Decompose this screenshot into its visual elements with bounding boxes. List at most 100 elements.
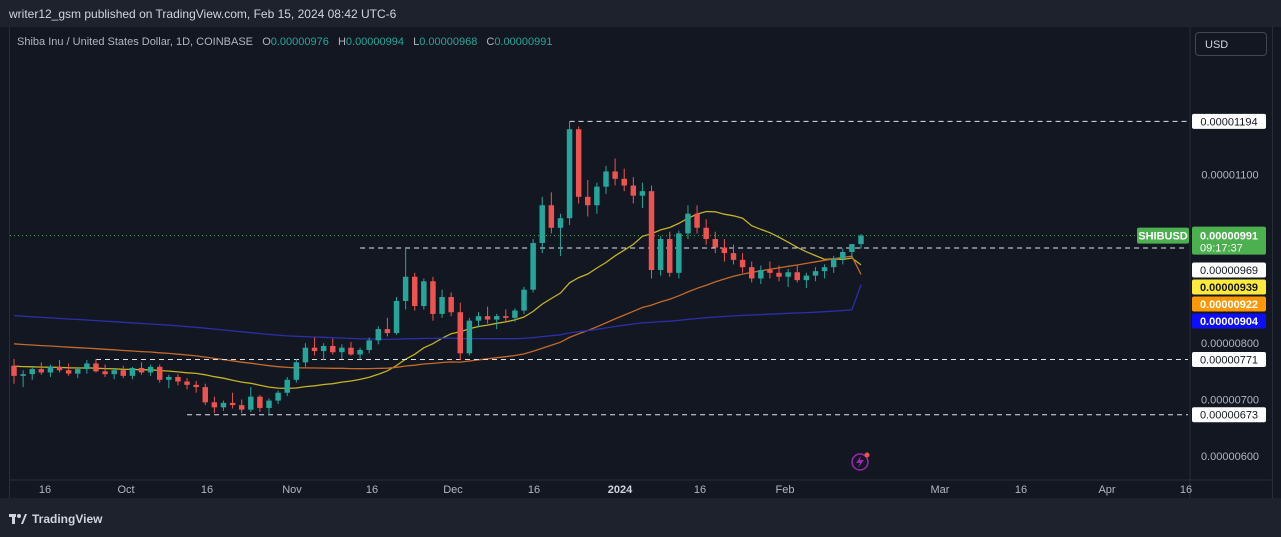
last-price-countdown: 09:17:37 bbox=[1200, 243, 1243, 255]
candle-body bbox=[65, 370, 72, 374]
level-price-tag: 0.00001194 bbox=[1192, 113, 1266, 129]
symbol-legend: Shiba Inu / United States Dollar, 1D, CO… bbox=[17, 36, 558, 48]
candle-body bbox=[357, 349, 363, 355]
indicator-price-tag-text: 0.00000939 bbox=[1200, 282, 1258, 294]
candle-body bbox=[566, 129, 573, 219]
candle-body bbox=[484, 316, 491, 320]
candle-body bbox=[421, 281, 427, 307]
high-label: H bbox=[337, 36, 346, 48]
x-tick-label: 16 bbox=[528, 484, 540, 496]
candle-body bbox=[175, 376, 181, 382]
candle-body bbox=[730, 253, 737, 260]
candle-body bbox=[612, 171, 618, 179]
candle-body bbox=[238, 405, 245, 410]
candle-body bbox=[266, 400, 272, 408]
indicator-price-tag-text: 0.00000922 bbox=[1200, 299, 1258, 311]
candle-body bbox=[803, 275, 810, 281]
y-tick-label: 0.00000800 bbox=[1201, 338, 1259, 350]
currency-button[interactable]: USD bbox=[1195, 32, 1267, 56]
candle-body bbox=[457, 312, 464, 354]
level-price-tag: 0.00000673 bbox=[1192, 407, 1266, 423]
candle-body bbox=[202, 387, 208, 403]
candle-body bbox=[466, 320, 473, 354]
candle-body bbox=[448, 297, 454, 313]
indicator-price-tag-text: 0.00000969 bbox=[1200, 265, 1258, 277]
candle-body bbox=[229, 402, 236, 406]
indicator-price-tag: 0.00000939 bbox=[1192, 279, 1266, 295]
candle-body bbox=[503, 316, 509, 318]
open-label: O bbox=[262, 36, 271, 48]
close-value: 0.00000991 bbox=[494, 36, 553, 48]
tradingview-logo[interactable]: TradingView bbox=[9, 512, 102, 526]
candle-body bbox=[785, 272, 791, 277]
lightning-icon-bolt bbox=[856, 456, 864, 468]
x-tick-label: 2024 bbox=[608, 484, 633, 496]
moving-average-line bbox=[13, 210, 862, 390]
x-tick-label: 16 bbox=[694, 484, 706, 496]
candle-body bbox=[211, 402, 218, 408]
chart-frame[interactable] bbox=[9, 27, 1273, 498]
y-tick-label: 0.00000600 bbox=[1201, 451, 1259, 463]
publish-info: writer12_gsm published on TradingView.co… bbox=[9, 7, 397, 21]
x-tick-label: Mar bbox=[931, 484, 950, 496]
candle-body bbox=[156, 366, 163, 380]
x-tick-label: 16 bbox=[1015, 484, 1027, 496]
candle-body bbox=[129, 367, 136, 376]
candle-body bbox=[575, 129, 582, 197]
candle-body bbox=[776, 272, 782, 277]
symbol-tag-text: SHIBUSD bbox=[1138, 231, 1188, 243]
open-value: 0.00000976 bbox=[270, 36, 329, 48]
candle-body bbox=[330, 346, 336, 353]
candle-body bbox=[111, 370, 117, 375]
candle-body bbox=[493, 316, 500, 320]
candle-body bbox=[275, 392, 281, 401]
tradingview-logo-icon bbox=[9, 514, 27, 524]
candle-body bbox=[439, 297, 445, 314]
candle-body bbox=[248, 396, 254, 410]
candle-body bbox=[102, 371, 108, 375]
candle-body bbox=[512, 310, 518, 318]
x-tick-label: Oct bbox=[117, 484, 134, 496]
x-tick-label: 16 bbox=[201, 484, 213, 496]
candle-body bbox=[721, 247, 728, 254]
candle-body bbox=[93, 363, 99, 372]
candle-body bbox=[858, 235, 864, 245]
candle-body bbox=[648, 191, 655, 270]
x-tick-label: Apr bbox=[1098, 484, 1115, 496]
candle-body bbox=[220, 402, 227, 408]
candle-body bbox=[29, 369, 35, 375]
candle-body bbox=[539, 205, 545, 243]
candle-body bbox=[393, 300, 400, 334]
candle-body bbox=[849, 244, 855, 252]
indicator-price-tag: 0.00000969 bbox=[1192, 262, 1266, 278]
candle-body bbox=[84, 363, 90, 370]
level-price-tag-text: 0.00001194 bbox=[1200, 116, 1257, 128]
candle-body bbox=[147, 366, 154, 373]
indicator-price-tag-bg bbox=[1192, 313, 1266, 329]
candle-body bbox=[120, 370, 127, 376]
candle-body bbox=[812, 271, 819, 276]
candle-body bbox=[430, 281, 436, 314]
candle-body bbox=[521, 289, 527, 311]
candle-body bbox=[257, 396, 263, 408]
last-price-value: 0.00000991 bbox=[1200, 231, 1258, 243]
candle-body bbox=[667, 239, 673, 273]
candle-body bbox=[311, 347, 318, 352]
indicator-price-tag-text: 0.00000904 bbox=[1200, 316, 1259, 328]
candle-body bbox=[685, 213, 691, 234]
candle-body bbox=[20, 374, 26, 376]
indicator-price-tag-bg bbox=[1192, 296, 1266, 312]
candle-body bbox=[603, 171, 609, 187]
candle-body bbox=[475, 316, 482, 321]
candle-body bbox=[11, 365, 17, 376]
candle-body bbox=[840, 251, 846, 259]
candle-body bbox=[739, 259, 746, 268]
y-tick-label: 0.00001100 bbox=[1201, 169, 1258, 181]
candle-body bbox=[56, 366, 63, 371]
candle-body bbox=[639, 191, 646, 196]
candle-body bbox=[703, 227, 709, 240]
candle-body bbox=[830, 258, 837, 268]
y-tick-label: 0.00000700 bbox=[1201, 394, 1259, 406]
symbol-tag-bg bbox=[1137, 227, 1189, 244]
